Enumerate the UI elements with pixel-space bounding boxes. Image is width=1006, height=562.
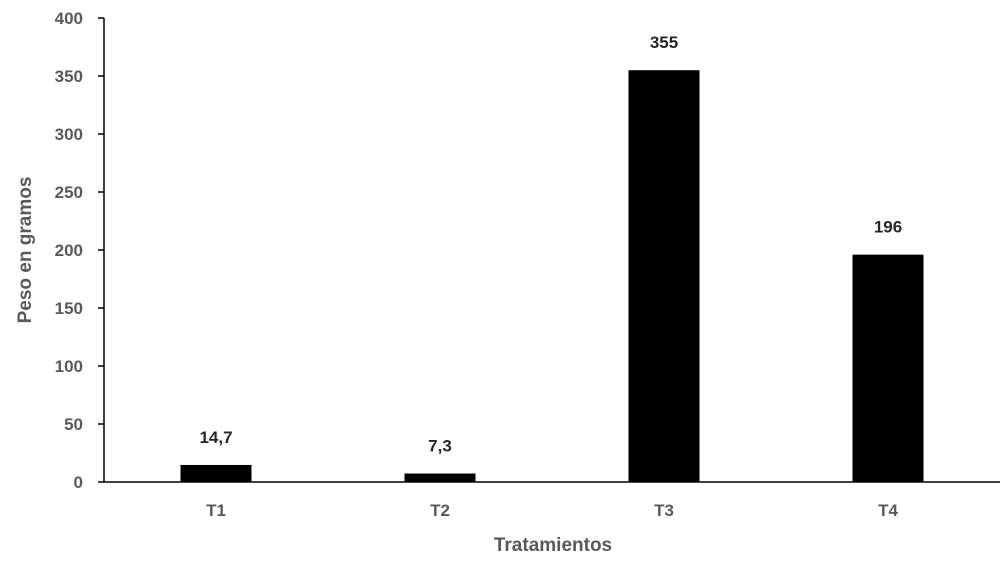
data-labels-group: 14,7 7,3 355 196 (199, 33, 902, 455)
x-tick-label-t3: T3 (654, 501, 674, 520)
y-tick-label: 300 (55, 125, 83, 144)
data-label-t3: 355 (650, 33, 678, 52)
y-axis-title: Peso en gramos (15, 177, 36, 324)
x-tick-label-t4: T4 (878, 501, 898, 520)
y-tick-label: 50 (64, 415, 83, 434)
x-tick-label-t2: T2 (430, 501, 450, 520)
x-tick-label-t1: T1 (206, 501, 226, 520)
bar-t4 (852, 254, 924, 482)
x-axis-title: Tratamientos (494, 535, 612, 556)
bars-group (180, 70, 924, 482)
y-axis-ticks: 0 50 100 150 200 250 300 350 400 (55, 9, 104, 492)
y-tick-label: 400 (55, 9, 83, 28)
bar-t1 (180, 464, 252, 482)
y-tick-label: 200 (55, 241, 83, 260)
bar-t3 (628, 70, 700, 482)
y-tick-label: 350 (55, 67, 83, 86)
data-label-t4: 196 (874, 218, 902, 237)
x-axis-ticks: T1 T2 T3 T4 (206, 501, 898, 520)
y-tick-label: 150 (55, 299, 83, 318)
y-tick-label: 250 (55, 183, 83, 202)
bar-t2 (404, 473, 476, 482)
y-tick-label: 0 (74, 473, 83, 492)
data-label-t1: 14,7 (199, 428, 232, 447)
y-tick-label: 100 (55, 357, 83, 376)
data-label-t2: 7,3 (428, 437, 452, 456)
